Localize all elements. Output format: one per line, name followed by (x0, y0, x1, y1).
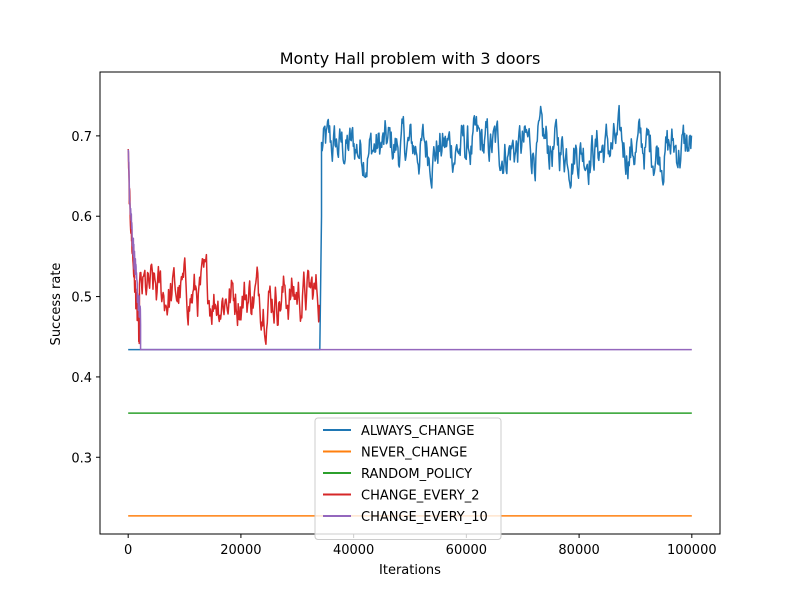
series-always-change (128, 104, 693, 351)
x-tick-label: 40000 (333, 543, 374, 558)
y-axis-label: Success rate (49, 263, 64, 346)
legend-item: RANDOM_POLICY (323, 467, 472, 482)
x-tick-label: 0 (124, 543, 132, 558)
y-tick-label: 0.5 (71, 291, 92, 306)
y-tick-label: 0.4 (71, 371, 92, 386)
x-tick-label: 20000 (220, 543, 261, 558)
x-tick-label: 80000 (558, 543, 599, 558)
legend-item: CHANGE_EVERY_10 (323, 510, 488, 525)
legend-label: ALWAYS_CHANGE (361, 424, 474, 439)
legend-item: ALWAYS_CHANGE (323, 424, 474, 439)
legend-label: CHANGE_EVERY_2 (361, 489, 480, 504)
legend-item: NEVER_CHANGE (323, 446, 467, 461)
legend-label: RANDOM_POLICY (361, 467, 472, 482)
x-tick-label: 60000 (446, 543, 487, 558)
legend: ALWAYS_CHANGE NEVER_CHANGE RANDOM_POLICY CH… (314, 417, 502, 540)
legend-label: CHANGE_EVERY_10 (361, 510, 488, 525)
y-tick-label: 0.3 (71, 451, 92, 466)
series-line (127, 149, 692, 351)
series-change-every-2 (127, 149, 321, 345)
series-line (128, 104, 693, 351)
y-tick-label: 0.6 (71, 210, 92, 225)
axes: 0 20000 40000 60000 80000 100000 0.3 0.4 0.5 0.6 0… (71, 71, 721, 558)
x-tick-label: 100000 (667, 543, 717, 558)
chart-title: Monty Hall problem with 3 doors (280, 49, 541, 68)
x-axis-label: Iterations (379, 563, 441, 578)
legend-label: NEVER_CHANGE (361, 446, 467, 461)
y-tick-label: 0.7 (71, 130, 92, 145)
series-line (127, 149, 321, 345)
legend-box (314, 417, 502, 540)
legend-item: CHANGE_EVERY_2 (323, 489, 480, 504)
series-change-every-10 (127, 149, 692, 351)
